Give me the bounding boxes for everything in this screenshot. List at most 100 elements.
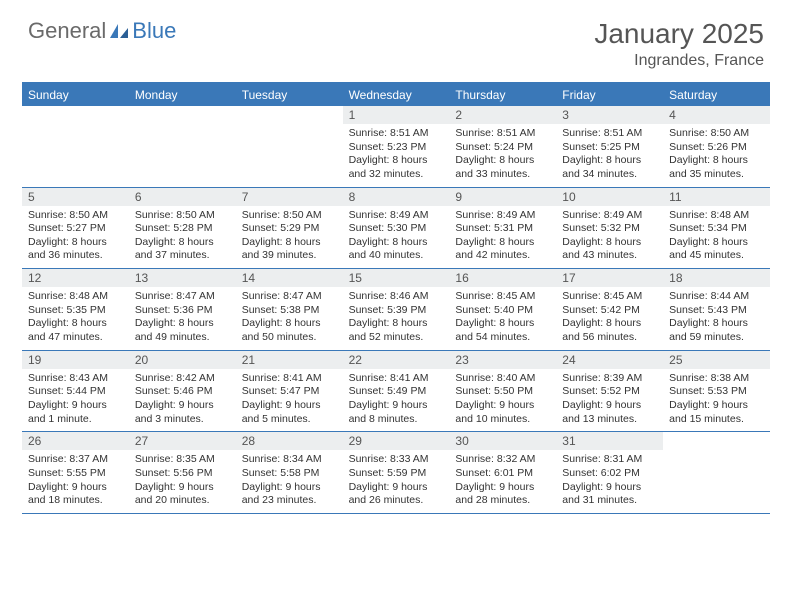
sunrise-text: Sunrise: 8:50 AM: [669, 127, 764, 141]
day-cell: 29Sunrise: 8:33 AMSunset: 5:59 PMDayligh…: [343, 432, 450, 513]
day-details: Sunrise: 8:46 AMSunset: 5:39 PMDaylight:…: [343, 287, 450, 350]
day-number: 4: [663, 106, 770, 124]
sunset-text: Sunset: 5:47 PM: [242, 385, 337, 399]
daylight-text: and 28 minutes.: [455, 494, 550, 508]
sunset-text: Sunset: 5:42 PM: [562, 304, 657, 318]
daylight-text: Daylight: 9 hours: [349, 481, 444, 495]
daylight-text: and 23 minutes.: [242, 494, 337, 508]
daylight-text: and 45 minutes.: [669, 249, 764, 263]
day-details: Sunrise: 8:41 AMSunset: 5:49 PMDaylight:…: [343, 369, 450, 432]
daylight-text: Daylight: 8 hours: [28, 236, 123, 250]
daylight-text: Daylight: 9 hours: [28, 481, 123, 495]
title-block: January 2025 Ingrandes, France: [594, 18, 764, 70]
day-details: Sunrise: 8:48 AMSunset: 5:35 PMDaylight:…: [22, 287, 129, 350]
daylight-text: Daylight: 8 hours: [669, 317, 764, 331]
sunset-text: Sunset: 5:53 PM: [669, 385, 764, 399]
daylight-text: Daylight: 9 hours: [455, 481, 550, 495]
daylight-text: and 40 minutes.: [349, 249, 444, 263]
sunrise-text: Sunrise: 8:31 AM: [562, 453, 657, 467]
day-cell: 30Sunrise: 8:32 AMSunset: 6:01 PMDayligh…: [449, 432, 556, 513]
daylight-text: Daylight: 9 hours: [562, 481, 657, 495]
daylight-text: and 26 minutes.: [349, 494, 444, 508]
day-number: 2: [449, 106, 556, 124]
day-cell: 12Sunrise: 8:48 AMSunset: 5:35 PMDayligh…: [22, 269, 129, 350]
week-row: 1Sunrise: 8:51 AMSunset: 5:23 PMDaylight…: [22, 106, 770, 188]
sunset-text: Sunset: 5:30 PM: [349, 222, 444, 236]
day-number: 20: [129, 351, 236, 369]
sunrise-text: Sunrise: 8:50 AM: [28, 209, 123, 223]
day-number: 8: [343, 188, 450, 206]
sunset-text: Sunset: 5:38 PM: [242, 304, 337, 318]
weekday-header: Friday: [556, 84, 663, 106]
daylight-text: Daylight: 8 hours: [349, 317, 444, 331]
sunset-text: Sunset: 5:31 PM: [455, 222, 550, 236]
daylight-text: Daylight: 9 hours: [455, 399, 550, 413]
day-number: 26: [22, 432, 129, 450]
sunset-text: Sunset: 5:59 PM: [349, 467, 444, 481]
day-cell: 21Sunrise: 8:41 AMSunset: 5:47 PMDayligh…: [236, 351, 343, 432]
daylight-text: and 15 minutes.: [669, 413, 764, 427]
sunrise-text: Sunrise: 8:48 AM: [669, 209, 764, 223]
day-details: Sunrise: 8:49 AMSunset: 5:31 PMDaylight:…: [449, 206, 556, 269]
day-details: Sunrise: 8:51 AMSunset: 5:23 PMDaylight:…: [343, 124, 450, 187]
day-cell: 23Sunrise: 8:40 AMSunset: 5:50 PMDayligh…: [449, 351, 556, 432]
sunset-text: Sunset: 5:24 PM: [455, 141, 550, 155]
day-cell: 18Sunrise: 8:44 AMSunset: 5:43 PMDayligh…: [663, 269, 770, 350]
daylight-text: and 13 minutes.: [562, 413, 657, 427]
daylight-text: Daylight: 8 hours: [669, 154, 764, 168]
day-details: Sunrise: 8:31 AMSunset: 6:02 PMDaylight:…: [556, 450, 663, 513]
daylight-text: and 42 minutes.: [455, 249, 550, 263]
daylight-text: and 5 minutes.: [242, 413, 337, 427]
day-cell: [129, 106, 236, 187]
day-number: 22: [343, 351, 450, 369]
day-details: Sunrise: 8:51 AMSunset: 5:25 PMDaylight:…: [556, 124, 663, 187]
page-header: General Blue January 2025 Ingrandes, Fra…: [0, 0, 792, 76]
day-cell: 27Sunrise: 8:35 AMSunset: 5:56 PMDayligh…: [129, 432, 236, 513]
day-details: Sunrise: 8:38 AMSunset: 5:53 PMDaylight:…: [663, 369, 770, 432]
weekday-header: Thursday: [449, 84, 556, 106]
day-cell: 17Sunrise: 8:45 AMSunset: 5:42 PMDayligh…: [556, 269, 663, 350]
sunrise-text: Sunrise: 8:47 AM: [135, 290, 230, 304]
day-number: 11: [663, 188, 770, 206]
daylight-text: Daylight: 8 hours: [562, 317, 657, 331]
sunrise-text: Sunrise: 8:34 AM: [242, 453, 337, 467]
day-cell: 16Sunrise: 8:45 AMSunset: 5:40 PMDayligh…: [449, 269, 556, 350]
weekday-header: Monday: [129, 84, 236, 106]
day-number: [129, 106, 236, 110]
day-number: 21: [236, 351, 343, 369]
daylight-text: and 3 minutes.: [135, 413, 230, 427]
daylight-text: and 50 minutes.: [242, 331, 337, 345]
day-cell: 15Sunrise: 8:46 AMSunset: 5:39 PMDayligh…: [343, 269, 450, 350]
daylight-text: and 33 minutes.: [455, 168, 550, 182]
day-details: Sunrise: 8:42 AMSunset: 5:46 PMDaylight:…: [129, 369, 236, 432]
sunset-text: Sunset: 5:35 PM: [28, 304, 123, 318]
weekday-header: Tuesday: [236, 84, 343, 106]
day-cell: 9Sunrise: 8:49 AMSunset: 5:31 PMDaylight…: [449, 188, 556, 269]
sunset-text: Sunset: 6:02 PM: [562, 467, 657, 481]
daylight-text: and 39 minutes.: [242, 249, 337, 263]
logo-text-blue: Blue: [132, 18, 176, 44]
day-number: 31: [556, 432, 663, 450]
daylight-text: and 36 minutes.: [28, 249, 123, 263]
daylight-text: Daylight: 9 hours: [349, 399, 444, 413]
daylight-text: Daylight: 9 hours: [669, 399, 764, 413]
sunrise-text: Sunrise: 8:44 AM: [669, 290, 764, 304]
day-details: Sunrise: 8:39 AMSunset: 5:52 PMDaylight:…: [556, 369, 663, 432]
day-number: [22, 106, 129, 110]
day-number: 12: [22, 269, 129, 287]
weekday-header-row: Sunday Monday Tuesday Wednesday Thursday…: [22, 84, 770, 106]
daylight-text: Daylight: 8 hours: [455, 236, 550, 250]
day-number: 13: [129, 269, 236, 287]
daylight-text: and 34 minutes.: [562, 168, 657, 182]
day-details: Sunrise: 8:45 AMSunset: 5:42 PMDaylight:…: [556, 287, 663, 350]
day-details: Sunrise: 8:44 AMSunset: 5:43 PMDaylight:…: [663, 287, 770, 350]
week-row: 19Sunrise: 8:43 AMSunset: 5:44 PMDayligh…: [22, 351, 770, 433]
daylight-text: Daylight: 9 hours: [135, 481, 230, 495]
day-details: Sunrise: 8:49 AMSunset: 5:30 PMDaylight:…: [343, 206, 450, 269]
daylight-text: and 37 minutes.: [135, 249, 230, 263]
day-cell: 11Sunrise: 8:48 AMSunset: 5:34 PMDayligh…: [663, 188, 770, 269]
sunrise-text: Sunrise: 8:47 AM: [242, 290, 337, 304]
sunset-text: Sunset: 5:36 PM: [135, 304, 230, 318]
daylight-text: Daylight: 8 hours: [455, 154, 550, 168]
sunrise-text: Sunrise: 8:37 AM: [28, 453, 123, 467]
